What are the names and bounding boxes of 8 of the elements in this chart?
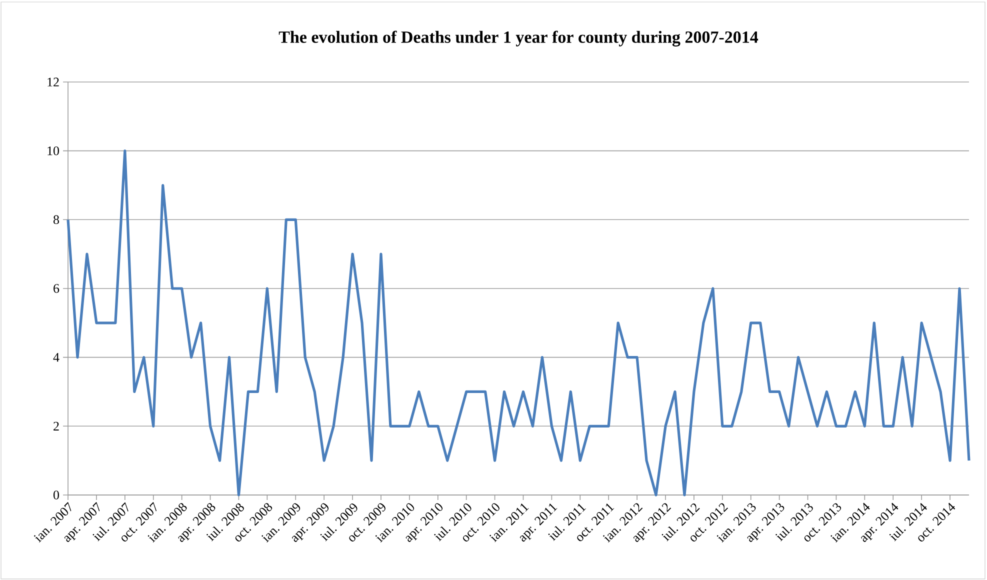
y-tick-label: 4 bbox=[53, 353, 60, 362]
y-tick-label: 6 bbox=[54, 284, 60, 293]
y-tick-label: 12 bbox=[48, 78, 59, 86]
chart-title: The evolution of Deaths under 1 year for county during 2007-2014 bbox=[278, 30, 758, 46]
y-tick-label: 10 bbox=[48, 146, 60, 156]
y-tick-label: 0 bbox=[54, 490, 60, 500]
y-tick-label: 2 bbox=[54, 422, 59, 430]
y-tick-label: 8 bbox=[54, 215, 60, 224]
